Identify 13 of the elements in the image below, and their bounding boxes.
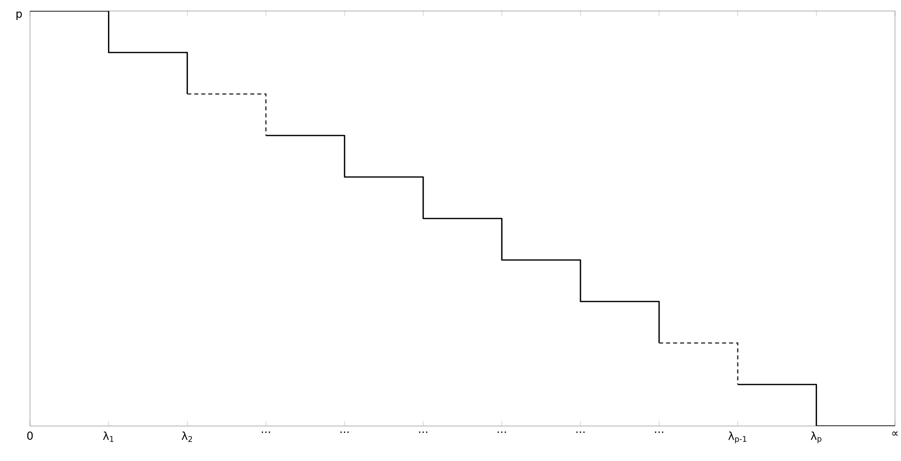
x-tick-label: ... (340, 432, 349, 433)
x-tick-label: λ$_{1}$ (103, 432, 114, 442)
x-tick-label: ... (262, 432, 270, 433)
x-tick-label: ... (655, 432, 664, 433)
x-tick-label: λ$_{2}$ (182, 432, 192, 442)
x-tick-label: ... (576, 432, 585, 433)
x-tick-label: ... (419, 432, 428, 433)
x-tick-label: ∝ (892, 432, 898, 436)
x-tick-label: 0 (27, 432, 33, 440)
x-tick-label: λ$_{p}$ (810, 432, 822, 444)
x-tick-label: λ$_{p-1}$ (728, 432, 746, 444)
x-tick-label: ... (498, 432, 506, 433)
text: p (16, 12, 22, 20)
